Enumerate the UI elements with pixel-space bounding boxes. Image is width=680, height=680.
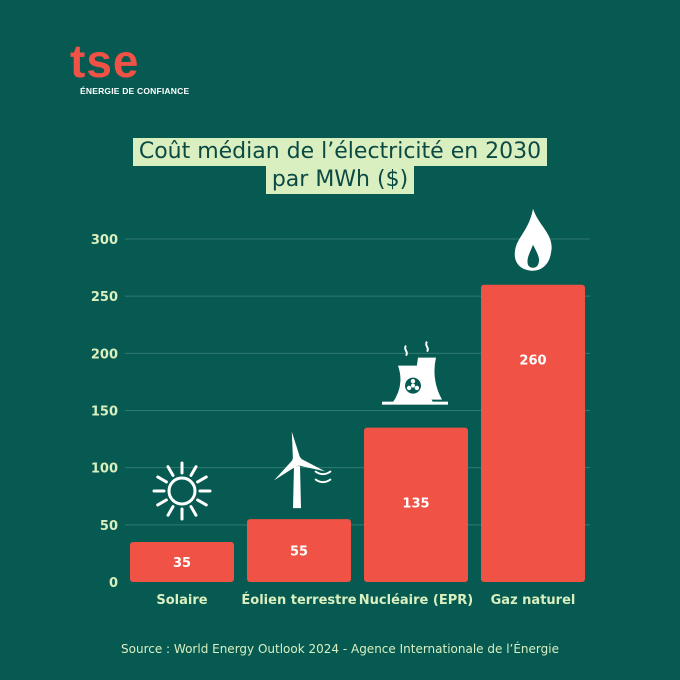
nuclear-plant-icon (382, 341, 448, 405)
brand-logo: tse ÉNERGIE DE CONFIANCE (70, 38, 189, 96)
brand-tagline: ÉNERGIE DE CONFIANCE (80, 86, 190, 96)
chart-title: Coût médian de l’électricité en 2030 par… (0, 138, 680, 194)
bar-value-label: 35 (173, 556, 191, 571)
y-tick-label: 100 (91, 462, 118, 477)
y-tick-label: 150 (91, 405, 118, 420)
y-tick-label: 0 (109, 576, 118, 591)
wind-turbine-icon (274, 431, 332, 509)
sun-icon (152, 461, 212, 521)
y-tick-label: 200 (91, 347, 118, 362)
chart-title-line-2: par MWh ($) (265, 166, 415, 194)
bar-value-label: 55 (290, 545, 308, 560)
chart-title-line-1: Coût médian de l’électricité en 2030 (132, 138, 548, 166)
bar (130, 541, 234, 582)
bar (364, 427, 468, 582)
bar (481, 284, 585, 582)
x-tick-label: Éolien terrestre (241, 592, 356, 608)
y-tick-label: 50 (100, 519, 118, 534)
brand-logo-mark: tse (70, 35, 140, 87)
bar (247, 519, 351, 582)
y-tick-label: 300 (91, 233, 118, 248)
source-note: Source : World Energy Outlook 2024 - Age… (121, 642, 559, 656)
x-tick-label: Nucléaire (EPR) (359, 593, 473, 608)
x-tick-label: Solaire (156, 593, 207, 608)
bar-value-label: 135 (402, 497, 429, 512)
flame-icon (514, 208, 552, 271)
x-tick-label: Gaz naturel (491, 593, 576, 608)
y-tick-label: 250 (91, 290, 118, 305)
bar-value-label: 260 (519, 354, 546, 369)
